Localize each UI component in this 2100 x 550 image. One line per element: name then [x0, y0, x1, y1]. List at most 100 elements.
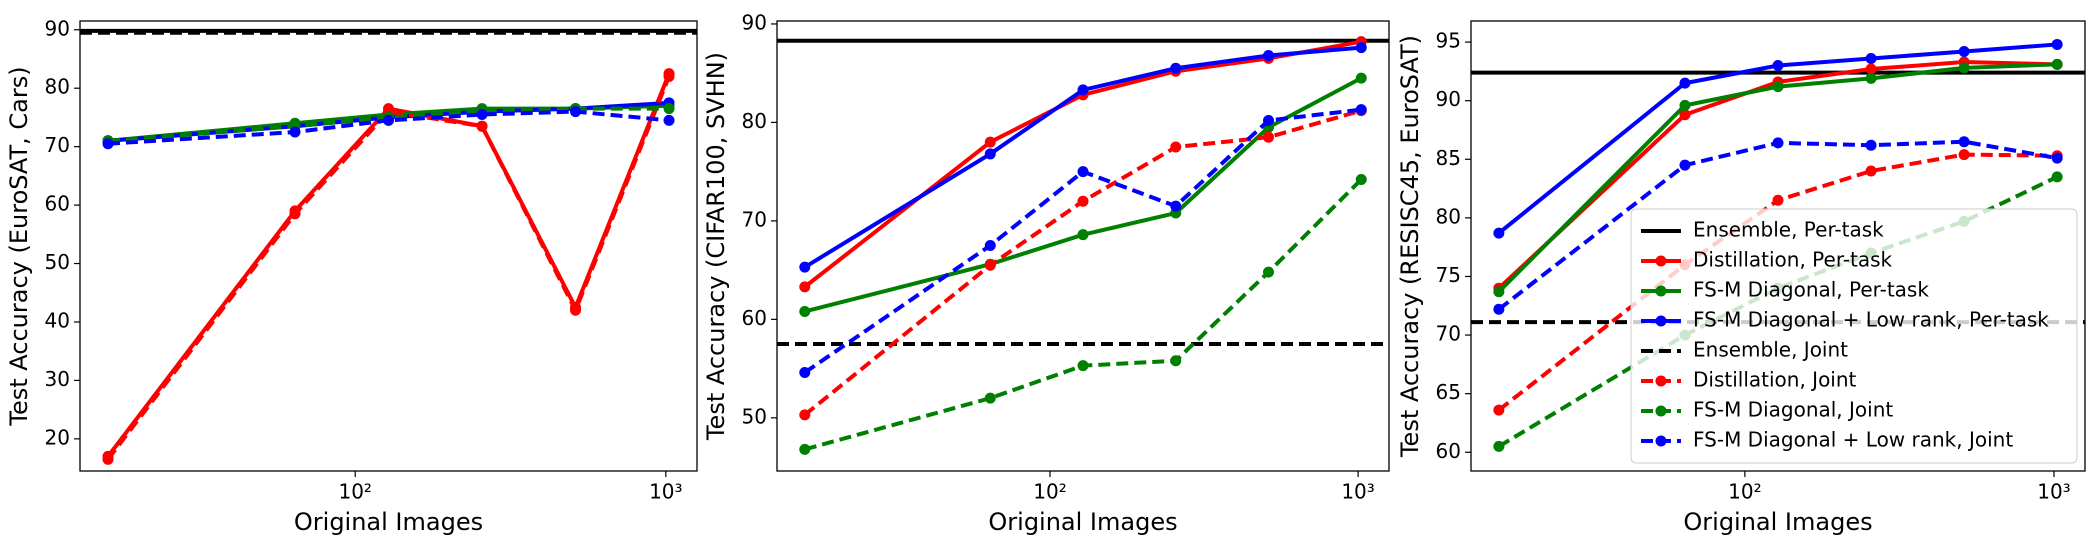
data-point [570, 106, 582, 118]
x-axis-label: Original Images [1683, 508, 1872, 536]
data-point [663, 71, 675, 83]
x-tick-label: 10² [338, 480, 371, 504]
y-tick-label: 60 [45, 192, 70, 216]
data-point [1263, 114, 1275, 126]
axes-frame [79, 20, 698, 472]
legend-marker [1655, 285, 1667, 297]
data-point [663, 114, 675, 126]
y-tick-label: 80 [45, 75, 70, 99]
data-point [1493, 286, 1505, 298]
data-point [1077, 195, 1089, 207]
legend-label: Ensemble, Per-task [1693, 218, 1884, 242]
x-tick-label: 10³ [649, 480, 682, 504]
legend-label: FS-M Diagonal, Per-task [1693, 278, 1929, 302]
data-point [984, 136, 996, 148]
legend-marker [1655, 375, 1667, 387]
series-line [107, 106, 670, 143]
series-line [803, 39, 1362, 289]
data-point [2051, 58, 2063, 70]
data-point [984, 240, 996, 252]
data-point [799, 409, 811, 421]
legend-label: Ensemble, Joint [1693, 338, 1848, 362]
legend-label: FS-M Diagonal, Joint [1693, 398, 1893, 422]
series-line [1497, 60, 2058, 290]
data-point [1865, 72, 1877, 84]
series-line [804, 76, 1363, 314]
plot-area [777, 36, 1389, 455]
series-line [1497, 42, 2058, 235]
series-line [804, 178, 1363, 452]
data-point [984, 392, 996, 404]
data-point [1263, 49, 1275, 61]
series-line [1497, 139, 2058, 311]
data-point [1170, 355, 1182, 367]
data-point [799, 367, 811, 379]
data-point [1077, 84, 1089, 96]
legend-label: FS-M Diagonal + Low rank, Joint [1693, 428, 2013, 452]
data-point [1772, 194, 1784, 206]
x-tick-label: 10² [1728, 480, 1761, 504]
y-tick-label: 85 [1436, 146, 1461, 170]
data-point [1679, 109, 1691, 121]
data-point [799, 443, 811, 455]
axes-frame [776, 20, 1390, 472]
data-point [1958, 136, 1970, 148]
y-tick-label: 70 [1436, 322, 1461, 346]
data-point [799, 281, 811, 293]
data-point [1077, 166, 1089, 178]
data-point [1772, 137, 1784, 149]
axes-frame [1470, 20, 2086, 472]
data-point [476, 120, 488, 132]
y-tick-label: 40 [45, 308, 70, 332]
data-point [383, 114, 395, 126]
data-point [1679, 159, 1691, 171]
y-tick-label: 95 [1436, 29, 1461, 53]
x-axis-label: Original Images [988, 508, 1177, 536]
data-point [799, 305, 811, 317]
data-point [1865, 63, 1877, 75]
data-point [1355, 42, 1367, 54]
data-point [1865, 53, 1877, 64]
data-point [1355, 174, 1367, 186]
y-tick-label: 50 [45, 250, 70, 274]
y-tick-label: 80 [742, 109, 767, 133]
data-point [102, 138, 114, 150]
subplot: 50 60 70 80 90 10² 10³ Original Images Test Accu… [702, 10, 1390, 536]
y-tick-label: 20 [45, 425, 70, 449]
series-line [1497, 152, 2058, 412]
x-axis-label: Original Images [294, 508, 483, 536]
data-point [1958, 62, 1970, 74]
y-tick-label: 90 [742, 10, 767, 34]
y-axis-label: Test Accuracy (RESISC45, EuroSAT) [1396, 35, 1424, 458]
data-point [476, 109, 488, 121]
data-point [570, 304, 582, 316]
data-point [2051, 38, 2063, 50]
y-tick-label: 90 [1436, 87, 1461, 111]
data-point [1493, 303, 1505, 315]
data-point [1077, 360, 1089, 372]
legend-marker [1655, 435, 1667, 447]
y-tick-label: 75 [1436, 263, 1461, 287]
data-point [1958, 45, 1970, 57]
plot-area [80, 28, 697, 465]
series-line [1497, 62, 2058, 294]
data-point [1493, 404, 1505, 416]
data-point [1077, 229, 1089, 241]
data-point [1170, 141, 1182, 153]
x-tick-label: 10³ [2037, 480, 2070, 504]
y-tick-label: 50 [742, 404, 767, 428]
legend-marker [1655, 315, 1667, 327]
y-tick-label: 70 [45, 133, 70, 157]
data-point [2051, 152, 2063, 164]
legend-label: Distillation, Joint [1693, 368, 1857, 392]
legend: Ensemble, Per-task Distillation, Per-task… [1630, 208, 2078, 464]
legend-box [1630, 208, 2078, 464]
data-point [102, 453, 114, 465]
legend-label: Distillation, Per-task [1693, 248, 1893, 272]
data-point [289, 208, 301, 220]
subplot: 60 65 70 75 80 85 90 95 10² 10³ Original Images Tes… [1396, 20, 2086, 536]
data-point [1493, 440, 1505, 452]
data-point [1772, 60, 1784, 72]
data-point [1263, 131, 1275, 143]
data-point [1772, 81, 1784, 93]
